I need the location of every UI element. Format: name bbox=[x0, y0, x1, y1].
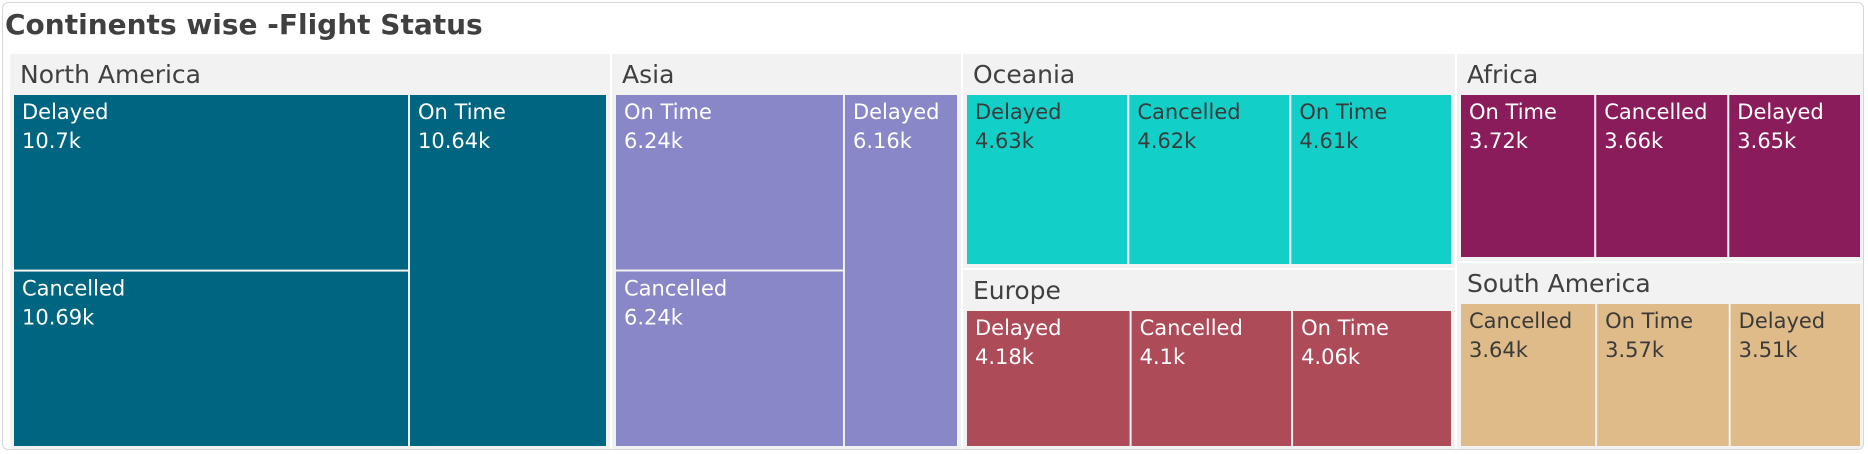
leaf-europe-delayed bbox=[967, 311, 1130, 446]
leaf-name-south-america-on-time: On Time bbox=[1605, 309, 1693, 333]
leaf-value-asia-on-time: 6.24k bbox=[624, 129, 684, 153]
leaf-value-oceania-cancelled: 4.62k bbox=[1137, 129, 1197, 153]
leaf-name-europe-cancelled: Cancelled bbox=[1140, 316, 1243, 340]
leaf-value-africa-cancelled: 3.66k bbox=[1604, 129, 1664, 153]
leaf-value-north-america-delayed: 10.7k bbox=[22, 129, 82, 153]
treemap-chart: North America Delayed 10.7k Cancelled 10.69k… bbox=[10, 54, 1863, 449]
leaf-name-asia-on-time: On Time bbox=[624, 100, 712, 124]
leaf-africa-delayed bbox=[1729, 95, 1860, 257]
leaf-value-south-america-cancelled: 3.64k bbox=[1469, 338, 1529, 362]
leaf-value-south-america-delayed: 3.51k bbox=[1739, 338, 1799, 362]
leaf-value-africa-delayed: 3.65k bbox=[1737, 129, 1797, 153]
leaf-value-oceania-on-time: 4.61k bbox=[1299, 129, 1359, 153]
leaf-north-america-cancelled bbox=[14, 271, 409, 446]
leaf-name-oceania-delayed: Delayed bbox=[975, 100, 1061, 124]
leaf-name-south-america-delayed: Delayed bbox=[1739, 309, 1825, 333]
chart-title: Continents wise -Flight Status bbox=[5, 8, 483, 41]
leaf-north-america-on-time bbox=[410, 95, 606, 446]
leaf-value-asia-delayed: 6.16k bbox=[853, 129, 913, 153]
leaf-name-africa-cancelled: Cancelled bbox=[1604, 100, 1707, 124]
leaf-asia-on-time bbox=[616, 95, 843, 270]
leaf-north-america-delayed bbox=[14, 95, 409, 270]
leaf-africa-cancelled bbox=[1596, 95, 1728, 257]
leaf-value-europe-delayed: 4.18k bbox=[975, 345, 1035, 369]
leaf-value-north-america-on-time: 10.64k bbox=[418, 129, 491, 153]
leaf-south-america-delayed bbox=[1730, 304, 1860, 446]
leaf-asia-delayed bbox=[844, 95, 957, 446]
leaf-asia-cancelled bbox=[616, 271, 843, 446]
leaf-name-oceania-cancelled: Cancelled bbox=[1137, 100, 1240, 124]
leaf-value-europe-on-time: 4.06k bbox=[1301, 345, 1361, 369]
leaf-value-oceania-delayed: 4.63k bbox=[975, 129, 1035, 153]
leaf-europe-on-time bbox=[1293, 311, 1451, 446]
leaf-value-africa-on-time: 3.72k bbox=[1469, 129, 1529, 153]
leaf-name-asia-cancelled: Cancelled bbox=[624, 277, 727, 301]
leaf-europe-cancelled bbox=[1131, 311, 1292, 446]
group-label-oceania: Oceania bbox=[973, 60, 1075, 89]
leaf-south-america-cancelled bbox=[1461, 304, 1596, 446]
leaf-name-europe-delayed: Delayed bbox=[975, 316, 1061, 340]
leaf-value-south-america-on-time: 3.57k bbox=[1605, 338, 1665, 362]
leaf-oceania-on-time bbox=[1291, 95, 1451, 264]
leaf-name-oceania-on-time: On Time bbox=[1299, 100, 1387, 124]
group-label-south-america: South America bbox=[1467, 269, 1651, 298]
group-label-africa: Africa bbox=[1467, 60, 1538, 89]
leaf-name-africa-delayed: Delayed bbox=[1737, 100, 1823, 124]
leaf-oceania-delayed bbox=[967, 95, 1128, 264]
leaf-value-north-america-cancelled: 10.69k bbox=[22, 306, 95, 330]
leaf-name-north-america-on-time: On Time bbox=[418, 100, 506, 124]
group-label-asia: Asia bbox=[622, 60, 674, 89]
leaf-name-europe-on-time: On Time bbox=[1301, 316, 1389, 340]
leaf-value-europe-cancelled: 4.1k bbox=[1140, 345, 1186, 369]
group-label-north-america: North America bbox=[20, 60, 201, 89]
leaf-name-asia-delayed: Delayed bbox=[853, 100, 939, 124]
leaf-name-north-america-cancelled: Cancelled bbox=[22, 277, 125, 301]
group-label-europe: Europe bbox=[973, 276, 1061, 305]
leaf-name-north-america-delayed: Delayed bbox=[22, 100, 108, 124]
leaf-name-africa-on-time: On Time bbox=[1469, 100, 1557, 124]
leaf-south-america-on-time bbox=[1597, 304, 1729, 446]
leaf-africa-on-time bbox=[1461, 95, 1595, 257]
leaf-value-asia-cancelled: 6.24k bbox=[624, 306, 684, 330]
leaf-name-south-america-cancelled: Cancelled bbox=[1469, 309, 1572, 333]
leaf-oceania-cancelled bbox=[1129, 95, 1290, 264]
